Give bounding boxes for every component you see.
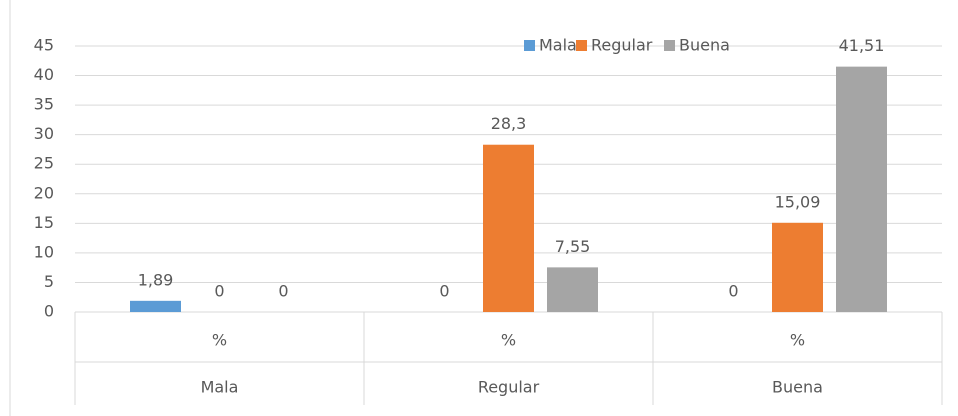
x-subcategory-label: % [790, 331, 805, 350]
data-label: 7,55 [555, 237, 591, 256]
x-tick-label: Regular [478, 378, 540, 397]
y-tick-label: 35 [34, 95, 54, 114]
data-label: 0 [278, 282, 288, 301]
y-tick-label: 45 [34, 36, 54, 55]
bar [130, 300, 181, 312]
legend-swatch [664, 40, 675, 51]
data-label: 1,89 [138, 270, 174, 289]
y-tick-label: 30 [34, 124, 54, 143]
legend-label: Mala [539, 36, 577, 55]
x-subcategory-label: % [501, 331, 516, 350]
x-subcategory-label: % [212, 331, 227, 350]
y-tick-label: 10 [34, 242, 54, 261]
x-tick-label: Mala [201, 378, 239, 397]
legend-label: Buena [679, 36, 730, 55]
y-tick-label: 25 [34, 154, 54, 173]
bar [772, 222, 823, 312]
legend-swatch [524, 40, 535, 51]
y-tick-label: 5 [44, 272, 54, 291]
y-tick-label: 20 [34, 183, 54, 202]
legend-swatch [576, 40, 587, 51]
y-tick-label: 15 [34, 213, 54, 232]
bar [483, 144, 534, 312]
data-label: 28,3 [491, 114, 527, 133]
legend-label: Regular [591, 36, 653, 55]
data-label: 0 [439, 282, 449, 301]
y-tick-label: 40 [34, 65, 54, 84]
data-label: 15,09 [775, 192, 821, 211]
bar [547, 267, 598, 312]
data-label: 41,51 [839, 36, 885, 55]
x-tick-label: Buena [772, 378, 823, 397]
data-label: 0 [214, 282, 224, 301]
y-tick-label: 0 [44, 302, 54, 321]
data-label: 0 [728, 282, 738, 301]
bar [836, 66, 887, 312]
